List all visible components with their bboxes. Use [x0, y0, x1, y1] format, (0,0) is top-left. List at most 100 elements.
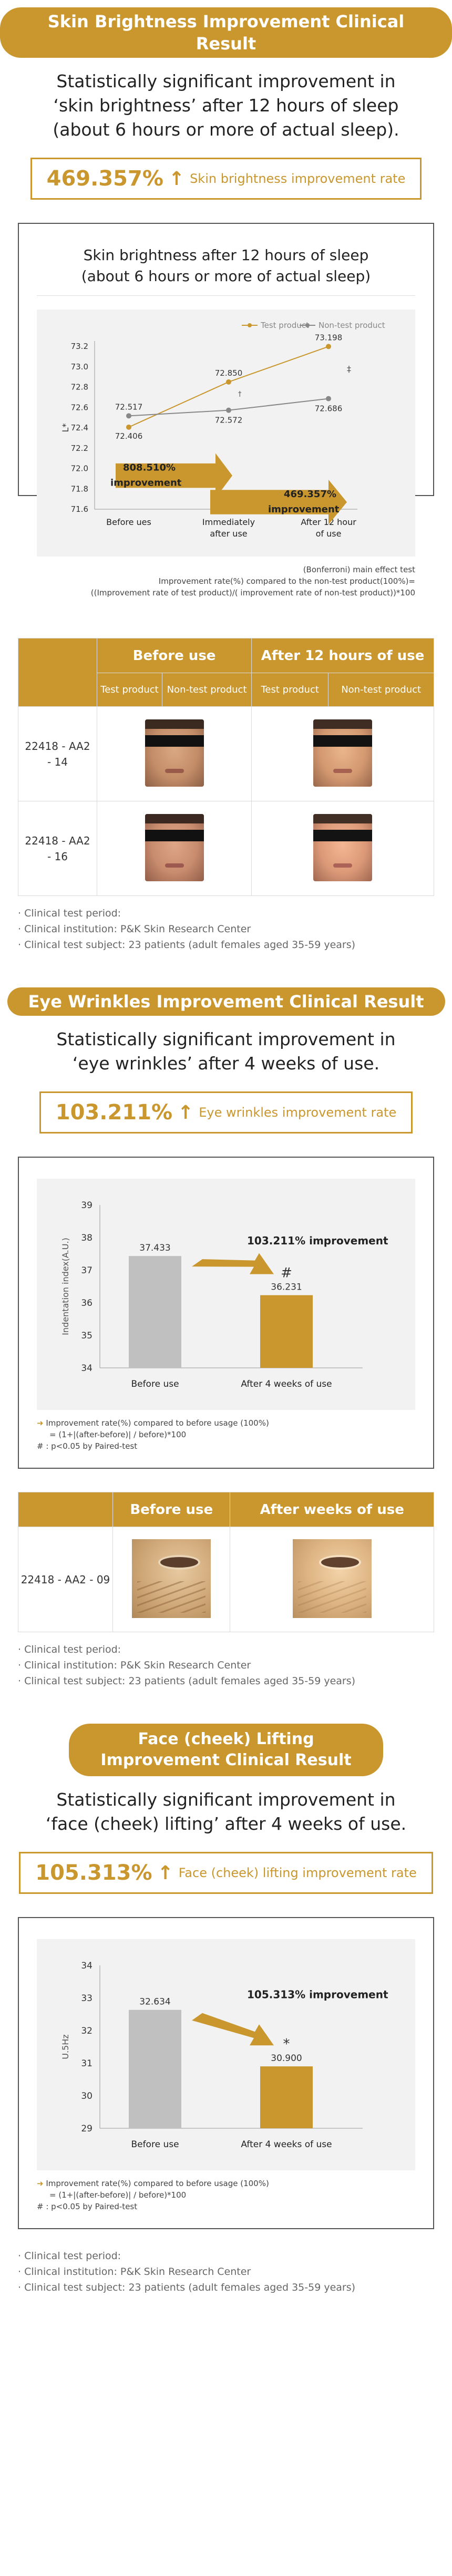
- data-label: 36.231: [271, 1282, 302, 1293]
- eye-photo: [292, 1539, 372, 1618]
- y-tick-label: 30: [81, 2091, 93, 2101]
- info-item: · Clinical test subject: 23 patients (ad…: [18, 939, 356, 951]
- lead-line: Statistically significant improvement in: [56, 1029, 396, 1049]
- note-line: = (1+|(after-before)| / before)*100: [49, 1430, 187, 1439]
- bar: [260, 1295, 313, 1368]
- significance-marker: #: [281, 1265, 292, 1281]
- info-item: · Clinical test period:: [18, 2250, 121, 2262]
- rate-label: Face (cheek) lifting improvement rate: [178, 1866, 417, 1880]
- x-tick-label: Immediately after use: [202, 517, 255, 539]
- footnote-line: ((Improvement rate of test product)/( im…: [90, 588, 415, 597]
- data-label: 72.686: [315, 404, 343, 414]
- data-label: 72.572: [215, 416, 243, 425]
- face-lifting-lead: Statistically significant improvement in…: [0, 1788, 452, 1836]
- data-label: 72.850: [215, 368, 243, 378]
- info-item: · Clinical institution: P&K Skin Researc…: [18, 2266, 251, 2278]
- info-item: · Clinical test period:: [18, 908, 121, 919]
- eye-wrinkles-before-after-table: Before use After weeks of use 22418 - AA…: [18, 1492, 434, 1632]
- face-photo: [313, 719, 373, 787]
- note-line: = (1+|(after-before)| / before)*100: [49, 2190, 187, 2200]
- face-lifting-rate-box: 105.313% ↑ Face (cheek) lifting improvem…: [19, 1852, 433, 1894]
- face-lifting-title: Face (cheek) Lifting Improvement Clinica…: [69, 1724, 383, 1776]
- skin-brightness-rate-box: 469.357% ↑ Skin brightness improvement r…: [30, 158, 422, 200]
- lead-line: Statistically significant improvement in: [56, 71, 396, 91]
- data-label: 32.634: [139, 1997, 170, 2007]
- chart-note: ➜ Improvement rate(%) compared to before…: [37, 1417, 415, 1452]
- y-tick-label: 73.0: [71, 362, 88, 372]
- arrow-icon: ➜: [37, 2179, 44, 2188]
- rate-label: Skin brightness improvement rate: [190, 171, 406, 186]
- data-label: 37.433: [139, 1243, 170, 1253]
- chart-title-line: (about 6 hours or more of actual sleep): [81, 267, 371, 285]
- after-photo-cell: [230, 1527, 434, 1632]
- improvement-arrow: [192, 2013, 274, 2046]
- title-line: Face (cheek) Lifting: [138, 1730, 314, 1748]
- lead-line: ‘face (cheek) lifting’ after 4 weeks of …: [45, 1813, 407, 1834]
- x-tick-label: After 4 weeks of use: [241, 2139, 332, 2150]
- title-line: Improvement Clinical Result: [100, 1751, 352, 1769]
- skin-brightness-lead: Statistically significant improvement in…: [0, 69, 452, 142]
- skin-brightness-before-after-table: Before use After 12 hours of use Test pr…: [18, 638, 434, 896]
- improvement-text: 103.211% improvement: [247, 1234, 388, 1247]
- info-item: · Clinical test subject: 23 patients (ad…: [18, 2282, 356, 2293]
- info-item: · Clinical institution: P&K Skin Researc…: [18, 923, 251, 935]
- eye-wrinkles-title: Eye Wrinkles Improvement Clinical Result: [7, 987, 445, 1016]
- note-line: ➜ Improvement rate(%) compared to before…: [37, 1417, 415, 1429]
- info-item: · Clinical test subject: 23 patients (ad…: [18, 1675, 356, 1687]
- y-tick-label: 71.8: [71, 484, 88, 493]
- table-row: 22418 - AA2 - 09: [18, 1527, 434, 1632]
- code-line: - 14: [47, 755, 68, 768]
- y-tick-label: 36: [81, 1298, 93, 1308]
- y-tick-label: 34: [81, 1961, 93, 1971]
- lead-line: ‘eye wrinkles’ after 4 weeks of use.: [72, 1053, 380, 1074]
- note-text: Improvement rate(%) compared to before u…: [46, 1418, 269, 1428]
- y-tick-label: 73.2: [71, 342, 88, 351]
- table-header-before: Before use: [112, 1492, 231, 1527]
- y-tick-label: 38: [81, 1233, 93, 1243]
- chart-title: Skin brightness after 12 hours of sleep …: [37, 245, 415, 287]
- note-line: ➜ Improvement rate(%) compared to before…: [37, 2178, 415, 2189]
- code-line: 22418 - AA2: [25, 834, 90, 847]
- y-tick-label: 33: [81, 1993, 93, 2004]
- arrow-icon: ➜: [37, 1418, 44, 1428]
- bar: [129, 2010, 181, 2128]
- bar: [260, 2066, 313, 2128]
- bar-chart-area: 39 38 37 36 35 34 Indentation index(A.U.) 37.43…: [37, 1179, 415, 1410]
- significance-marker: ‡: [347, 364, 351, 374]
- y-tick-label: 29: [81, 2124, 93, 2134]
- table-header-after: After 12 hours of use: [251, 638, 434, 673]
- y-tick-label: 72.2: [71, 444, 88, 453]
- lead-line: (about 6 hours or more of actual sleep).: [53, 119, 399, 140]
- face-lifting-chart-card: 34 33 32 31 30 29 U.5Hz 32.634 Before use 30.900 A…: [18, 1917, 434, 2229]
- y-tick-label: 32: [81, 2026, 93, 2036]
- table-corner: [18, 1492, 113, 1527]
- note-line: # : p<0.05 by Paired-test: [37, 1441, 138, 1451]
- info-item: · Clinical institution: P&K Skin Researc…: [18, 1660, 251, 1671]
- y-axis-label: L*: [60, 424, 70, 432]
- before-photo-cell: [96, 706, 252, 801]
- before-photo-cell: [96, 801, 252, 896]
- chart-footnote: (Bonferroni) main effect test Improvemen…: [37, 564, 415, 599]
- note-text: Improvement rate(%) compared to before u…: [46, 2179, 269, 2188]
- x-tick-label: Before use: [131, 1379, 179, 1389]
- improvement-value: 808.510%: [123, 462, 176, 473]
- eye-wrinkles-rate-box: 103.211% ↑ Eye wrinkles improvement rate: [39, 1091, 413, 1134]
- page: Skin Brightness Improvement Clinical Res…: [0, 7, 452, 2293]
- data-label: 73.198: [315, 333, 343, 342]
- data-point: [226, 407, 231, 413]
- lead-line: Statistically significant improvement in: [56, 1789, 396, 1810]
- improvement-text: 105.313% improvement: [247, 1988, 388, 2001]
- footnote-line: Improvement rate(%) compared to the non-…: [158, 576, 415, 586]
- rate-value: 103.211%: [55, 1100, 173, 1125]
- y-tick-label: 34: [81, 1363, 93, 1374]
- data-point: [326, 344, 331, 349]
- subject-code: 22418 - AA2 - 16: [18, 801, 97, 896]
- rate-value: 469.357%: [46, 167, 163, 191]
- y-tick-label: 71.6: [71, 504, 88, 514]
- up-arrow-icon: ↑: [178, 1101, 194, 1124]
- table-subheader-nontest: Non-test product: [328, 673, 434, 707]
- after-photo-cell: [251, 801, 434, 896]
- bar-chart: 39 38 37 36 35 34 Indentation index(A.U.) 37.43…: [60, 1200, 388, 1389]
- eye-wrinkles-chart-card: 39 38 37 36 35 34 Indentation index(A.U.) 37.43…: [18, 1157, 434, 1469]
- y-tick-label: 72.0: [71, 464, 88, 473]
